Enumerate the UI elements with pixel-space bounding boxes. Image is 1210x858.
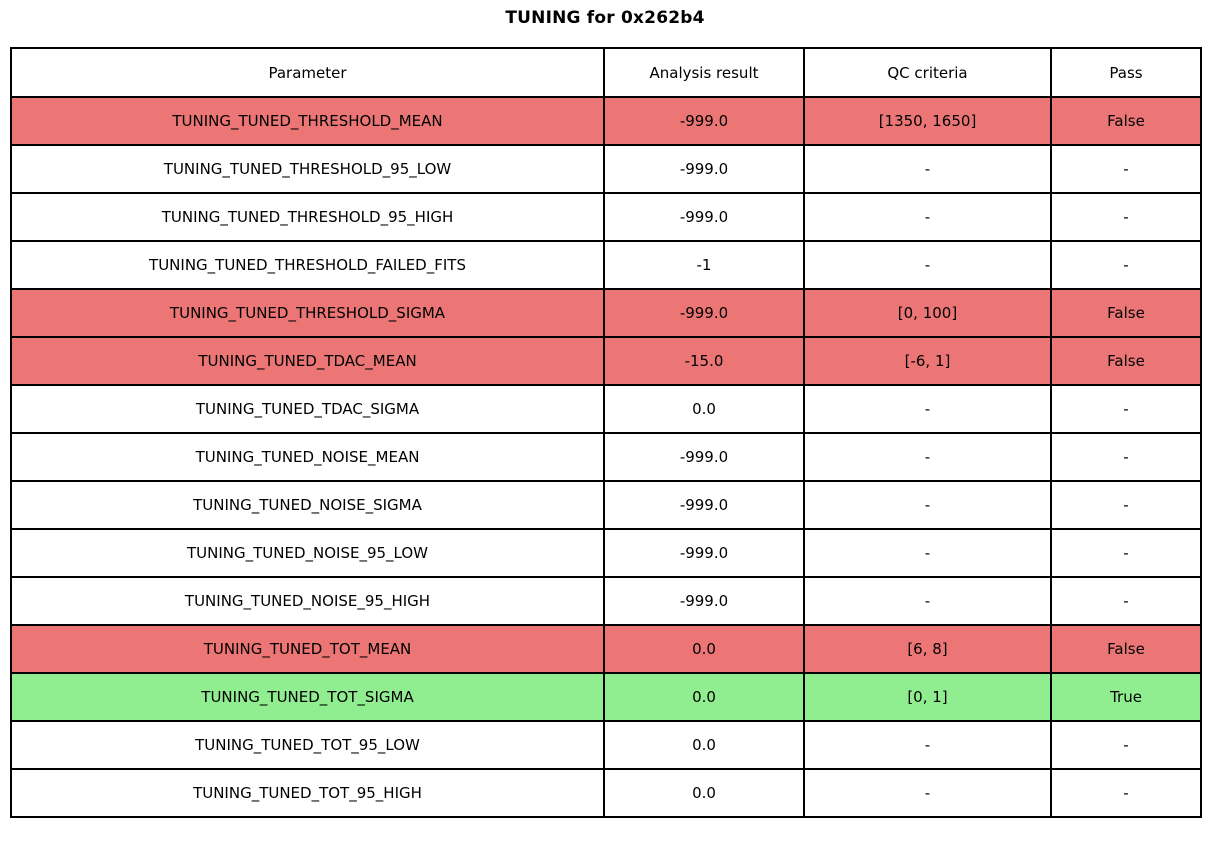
pass-cell: - <box>1050 480 1202 530</box>
param-cell: TUNING_TUNED_NOISE_95_LOW <box>10 528 605 578</box>
column-header-analysis-result: Analysis result <box>603 47 805 98</box>
result-cell: -999.0 <box>603 480 805 530</box>
qc-cell: [1350, 1650] <box>803 96 1052 146</box>
result-cell: -999.0 <box>603 288 805 338</box>
table-row: TUNING_TUNED_TDAC_MEAN -15.0 [-6, 1] False <box>10 336 1202 386</box>
result-cell: 0.0 <box>603 720 805 770</box>
param-cell: TUNING_TUNED_THRESHOLD_MEAN <box>10 96 605 146</box>
table-row: TUNING_TUNED_TDAC_SIGMA 0.0- - <box>10 384 1202 434</box>
result-cell: -15.0 <box>603 336 805 386</box>
pass-cell: - <box>1050 240 1202 290</box>
param-cell: TUNING_TUNED_TDAC_MEAN <box>10 336 605 386</box>
pass-cell: - <box>1050 192 1202 242</box>
param-cell: TUNING_TUNED_TOT_95_LOW <box>10 720 605 770</box>
table-header: Parameter Analysis result QC criteria Pa… <box>10 47 1202 98</box>
table-row: TUNING_TUNED_THRESHOLD_95_LOW -999.0- - <box>10 144 1202 194</box>
result-cell: 0.0 <box>603 672 805 722</box>
result-cell: -1 <box>603 240 805 290</box>
table-row: TUNING_TUNED_NOISE_SIGMA -999.0- - <box>10 480 1202 530</box>
qc-cell: - <box>803 576 1052 626</box>
table-row: TUNING_TUNED_TOT_MEAN 0.0 [6, 8] False <box>10 624 1202 674</box>
qc-cell: - <box>803 144 1052 194</box>
table-row: TUNING_TUNED_NOISE_95_LOW -999.0- - <box>10 528 1202 578</box>
table-row: TUNING_TUNED_THRESHOLD_SIGMA -999.0 [0, 10… <box>10 288 1202 338</box>
pass-cell: False <box>1050 624 1202 674</box>
table-row: TUNING_TUNED_TOT_SIGMA 0.0 [0, 1] True <box>10 672 1202 722</box>
param-cell: TUNING_TUNED_NOISE_SIGMA <box>10 480 605 530</box>
qc-cell: - <box>803 384 1052 434</box>
qc-cell: - <box>803 480 1052 530</box>
pass-cell: False <box>1050 288 1202 338</box>
result-cell: -999.0 <box>603 192 805 242</box>
qc-cell: - <box>803 432 1052 482</box>
result-cell: 0.0 <box>603 624 805 674</box>
result-cell: -999.0 <box>603 96 805 146</box>
table-row: TUNING_TUNED_THRESHOLD_MEAN -999.0 [1350, … <box>10 96 1202 146</box>
table-row: TUNING_TUNED_NOISE_95_HIGH -999.0- - <box>10 576 1202 626</box>
column-header-parameter: Parameter <box>10 47 605 98</box>
param-cell: TUNING_TUNED_THRESHOLD_95_HIGH <box>10 192 605 242</box>
page-title: TUNING for 0x262b4 <box>505 8 705 28</box>
pass-cell: - <box>1050 384 1202 434</box>
param-cell: TUNING_TUNED_TOT_95_HIGH <box>10 768 605 818</box>
pass-cell: - <box>1050 528 1202 578</box>
result-cell: -999.0 <box>603 144 805 194</box>
param-cell: TUNING_TUNED_THRESHOLD_FAILED_FITS <box>10 240 605 290</box>
table-row: TUNING_TUNED_TOT_95_HIGH 0.0- - <box>10 768 1202 818</box>
pass-cell: - <box>1050 576 1202 626</box>
pass-cell: - <box>1050 768 1202 818</box>
result-cell: -999.0 <box>603 432 805 482</box>
pass-cell: - <box>1050 432 1202 482</box>
param-cell: TUNING_TUNED_NOISE_95_HIGH <box>10 576 605 626</box>
pass-cell: - <box>1050 720 1202 770</box>
table-row: TUNING_TUNED_THRESHOLD_95_HIGH -999.0- - <box>10 192 1202 242</box>
param-cell: TUNING_TUNED_THRESHOLD_SIGMA <box>10 288 605 338</box>
qc-cell: [0, 100] <box>803 288 1052 338</box>
qc-cell: - <box>803 720 1052 770</box>
qc-results-table: Parameter Analysis result QC criteria Pa… <box>10 47 1202 818</box>
table-row: TUNING_TUNED_TOT_95_LOW 0.0- - <box>10 720 1202 770</box>
pass-cell: False <box>1050 336 1202 386</box>
qc-cell: [0, 1] <box>803 672 1052 722</box>
param-cell: TUNING_TUNED_TOT_SIGMA <box>10 672 605 722</box>
table-body: TUNING_TUNED_THRESHOLD_MEAN -999.0 [1350, … <box>10 96 1202 818</box>
qc-cell: - <box>803 240 1052 290</box>
pass-cell: True <box>1050 672 1202 722</box>
qc-cell: - <box>803 528 1052 578</box>
qc-cell: [-6, 1] <box>803 336 1052 386</box>
qc-cell: [6, 8] <box>803 624 1052 674</box>
param-cell: TUNING_TUNED_TOT_MEAN <box>10 624 605 674</box>
pass-cell: - <box>1050 144 1202 194</box>
qc-cell: - <box>803 192 1052 242</box>
param-cell: TUNING_TUNED_TDAC_SIGMA <box>10 384 605 434</box>
result-cell: -999.0 <box>603 528 805 578</box>
column-header-pass: Pass <box>1050 47 1202 98</box>
pass-cell: False <box>1050 96 1202 146</box>
table-row: TUNING_TUNED_THRESHOLD_FAILED_FITS -1- - <box>10 240 1202 290</box>
header-row: Parameter Analysis result QC criteria Pa… <box>10 47 1202 98</box>
column-header-qc-criteria: QC criteria <box>803 47 1052 98</box>
table-row: TUNING_TUNED_NOISE_MEAN -999.0- - <box>10 432 1202 482</box>
result-cell: 0.0 <box>603 768 805 818</box>
param-cell: TUNING_TUNED_THRESHOLD_95_LOW <box>10 144 605 194</box>
qc-cell: - <box>803 768 1052 818</box>
result-cell: -999.0 <box>603 576 805 626</box>
result-cell: 0.0 <box>603 384 805 434</box>
param-cell: TUNING_TUNED_NOISE_MEAN <box>10 432 605 482</box>
